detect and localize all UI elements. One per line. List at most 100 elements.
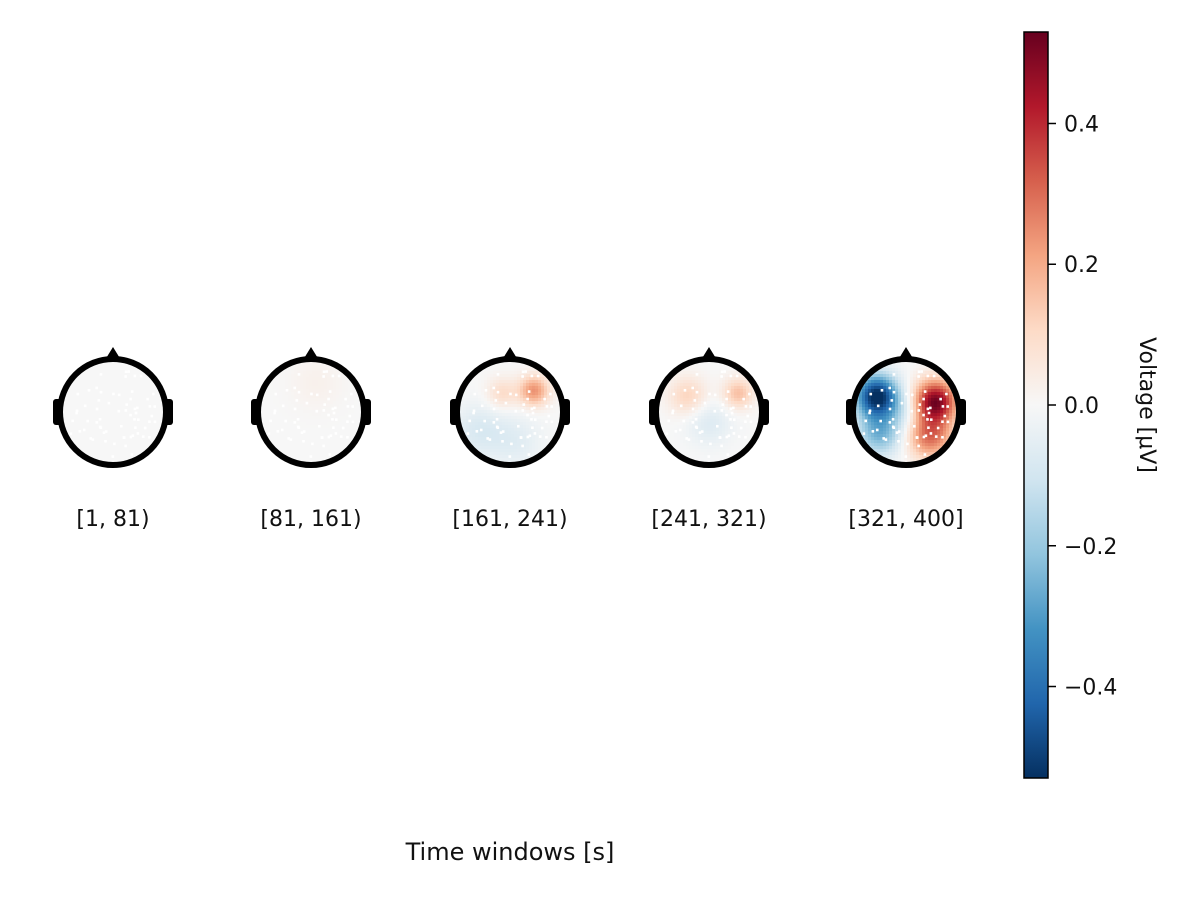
electrode-marker [480, 404, 484, 408]
electrode-marker [929, 418, 933, 421]
electrode-marker [700, 430, 704, 433]
electrode-marker [130, 453, 134, 456]
electrode-marker [691, 386, 695, 390]
electrode-marker [941, 405, 945, 408]
electrode-marker [531, 426, 534, 430]
electrode-marker [915, 436, 919, 439]
electrode-marker [698, 431, 702, 434]
electrode-marker [285, 388, 289, 392]
electrode-marker [133, 418, 136, 421]
electrode-marker [693, 399, 697, 402]
electrode-marker [923, 453, 927, 456]
electrode-marker [744, 405, 748, 408]
electrode-marker [496, 373, 500, 376]
electrode-marker [139, 374, 143, 378]
electrode-marker [331, 418, 334, 421]
electrode-marker [136, 432, 140, 435]
colorbar-tick-label: 0.4 [1064, 112, 1099, 137]
colorbar-tick-label: 0.0 [1064, 394, 1099, 419]
electrode-marker [133, 374, 137, 378]
electrode-marker [153, 405, 157, 408]
electrode-marker [876, 404, 880, 408]
electrode-marker [111, 455, 115, 458]
electrode-marker [346, 420, 349, 424]
electrode-marker [545, 435, 548, 439]
electrode-marker [341, 426, 345, 430]
electrode-marker [732, 418, 736, 421]
electrode-marker [325, 370, 328, 373]
electrode-marker [729, 407, 733, 411]
electrode-marker [924, 434, 928, 438]
electrode-marker [327, 435, 331, 439]
electrode-marker [302, 439, 305, 443]
electrode-marker [148, 435, 151, 439]
electrode-marker [868, 409, 872, 413]
electrode-marker [131, 434, 135, 438]
electrode-marker [536, 374, 540, 378]
electrode-marker [742, 397, 745, 401]
topoplot-row: [1, 81) [81, 161) [161, 241) [241, 321) [321… [53, 347, 966, 532]
electrode-marker [524, 370, 527, 373]
electrode-marker [83, 404, 87, 408]
electrode-marker [124, 409, 128, 412]
electrode-marker [332, 411, 336, 415]
electrode-marker [483, 419, 486, 423]
electrode-marker [530, 418, 533, 421]
electrode-marker [508, 455, 512, 458]
electrode-marker [124, 444, 127, 448]
electrode-marker [95, 407, 99, 411]
electrode-marker [720, 409, 724, 412]
electrode-marker [273, 411, 276, 415]
electrode-marker [495, 425, 499, 429]
electrode-marker [516, 424, 520, 428]
electrode-marker [97, 399, 101, 402]
electrode-marker [884, 438, 888, 441]
electrode-marker [900, 401, 904, 405]
electrode-marker [946, 420, 950, 424]
electrode-marker [488, 438, 492, 441]
electrode-marker [926, 407, 930, 411]
electrode-marker [526, 397, 529, 401]
electrode-marker [136, 418, 140, 421]
time-window-label: [161, 241) [452, 507, 567, 532]
electrode-marker [337, 374, 341, 378]
electrode-marker [293, 421, 297, 424]
electrode-marker [117, 393, 121, 397]
electrode-marker [112, 392, 115, 396]
electrode-marker [897, 430, 901, 433]
electrode-marker [730, 426, 733, 430]
electrode-marker [501, 439, 504, 443]
electrode-marker [348, 414, 352, 418]
electrode-marker [526, 435, 530, 439]
electrode-marker [749, 405, 753, 408]
electrode-marker [683, 388, 687, 392]
electrode-marker [289, 438, 293, 441]
electrode-marker [129, 435, 133, 439]
electrode-marker [527, 453, 531, 456]
electrode-marker [932, 374, 936, 378]
electrode-marker [344, 397, 347, 401]
electrode-marker [946, 405, 950, 408]
electrode-marker [99, 373, 103, 376]
electrode-marker [300, 431, 304, 434]
electrode-marker [875, 428, 879, 432]
electrode-marker [484, 388, 488, 392]
electrode-marker [682, 419, 685, 423]
electrode-marker [501, 430, 505, 433]
electrode-marker [494, 399, 498, 402]
electrode-marker [117, 409, 121, 413]
electrode-marker [906, 442, 909, 446]
electrode-marker [331, 407, 335, 411]
electrode-marker [694, 425, 698, 429]
electrode-marker [297, 373, 301, 376]
time-window-label: [81, 161) [260, 507, 361, 532]
electrode-marker [888, 407, 892, 411]
electrode-marker [905, 392, 908, 396]
topoplot-head: [321, 400] [846, 347, 966, 532]
electrode-marker [917, 409, 921, 412]
electrode-marker [888, 421, 892, 424]
electrode-marker [153, 420, 157, 424]
electrode-marker [327, 413, 330, 417]
electrode-marker [509, 392, 512, 396]
electrode-marker [302, 430, 306, 433]
